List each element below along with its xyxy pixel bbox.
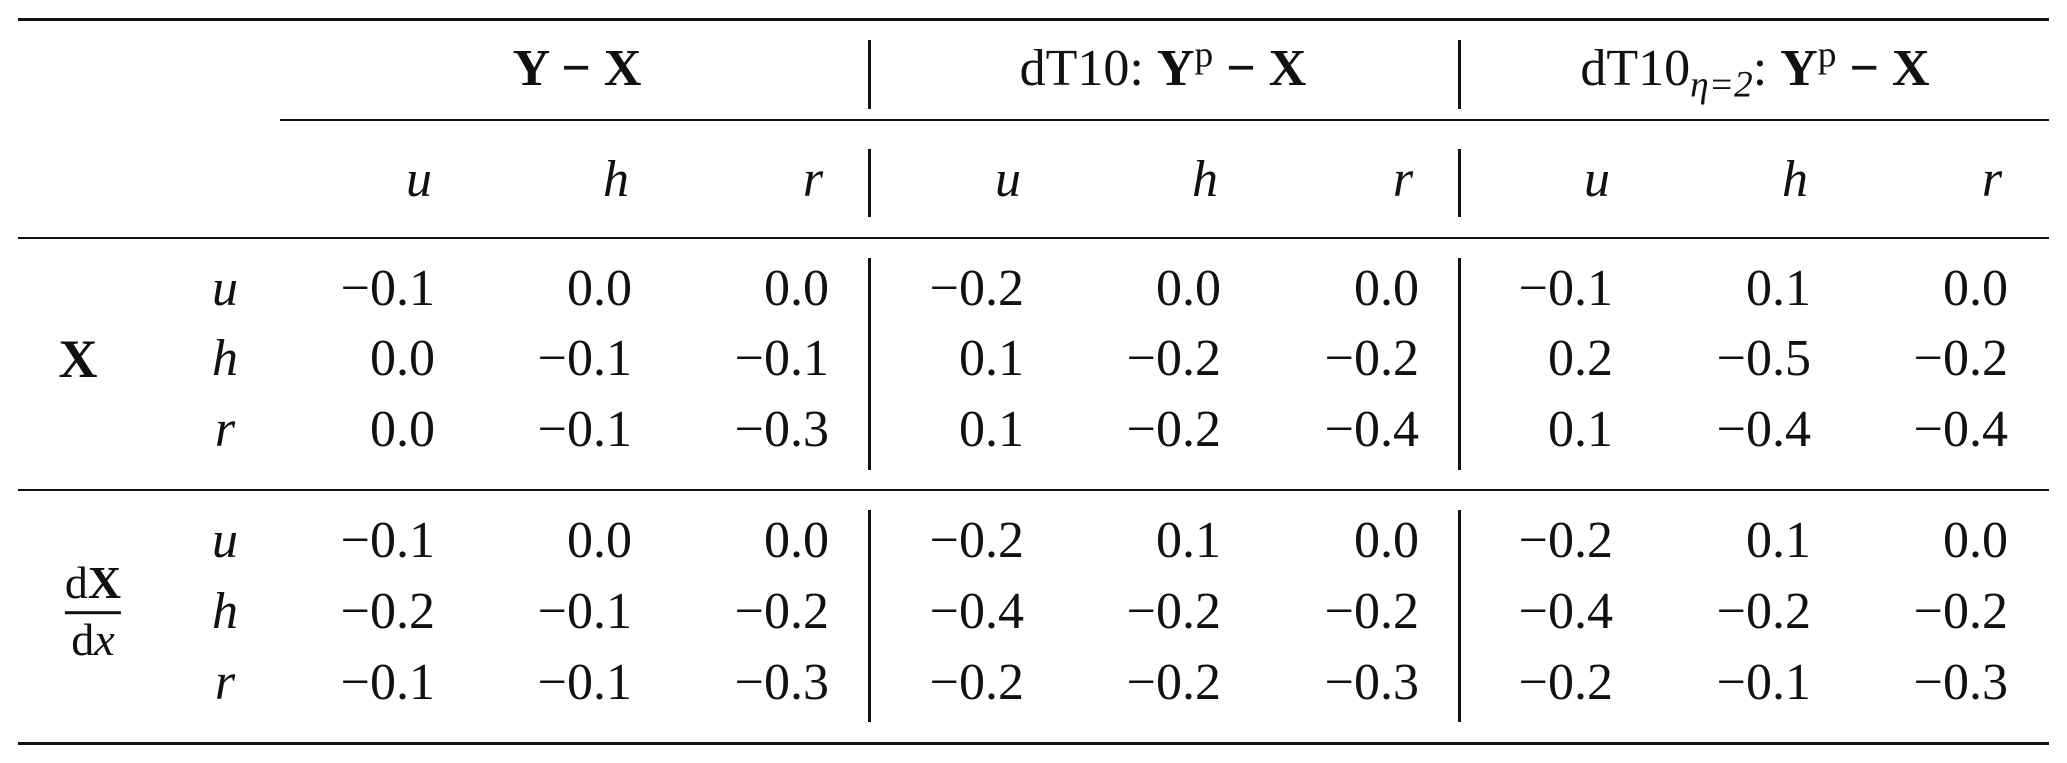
table-cell: −0.4 [1716,401,1811,458]
row-var-label: h [212,583,238,640]
table-cell: −0.1 [1716,654,1811,711]
group-header-dt10-eta2: dT10η=2: Yp − X [1580,34,1930,106]
section-label-x: X [58,329,98,389]
table-cell: 0.1 [1548,401,1613,458]
table-cell: −0.2 [1126,330,1221,387]
bottom-rule [18,742,2049,745]
separator-1 [868,510,871,722]
table-cell: −0.5 [1716,330,1811,387]
table-cell: −0.3 [1324,654,1419,711]
separator-2 [1458,510,1461,722]
table-cell: −0.4 [1518,583,1613,640]
separator-2 [1458,149,1461,217]
section-label-dx-dx: dX dx [64,557,122,666]
row-var-label: h [212,330,238,387]
table-cell: 0.1 [1746,512,1811,569]
separator-2 [1458,258,1461,470]
table-cell: −0.1 [537,654,632,711]
column-var-header: r [1981,151,2003,208]
top-rule [18,18,2049,21]
table-cell: 0.1 [1156,512,1221,569]
table-cell: −0.2 [1126,583,1221,640]
section-rule [18,489,2049,491]
table-cell: −0.1 [537,401,632,458]
table-cell: −0.2 [340,583,435,640]
column-var-header: h [1782,151,1808,208]
table-cell: −0.2 [1126,401,1221,458]
table-cell: −0.2 [1126,654,1221,711]
separator-2 [1458,40,1461,109]
table-cell: 0.1 [1746,260,1811,317]
table-cell: 0.0 [567,512,632,569]
table-cell: −0.4 [929,583,1024,640]
table-cell: −0.1 [340,260,435,317]
table-cell: −0.2 [1913,583,2008,640]
table-cell: 0.0 [1943,512,2008,569]
table-cell: 0.0 [1354,512,1419,569]
column-var-header: r [802,151,824,208]
group-header-dt10: dT10: Yp − X [1019,34,1307,97]
row-var-label: u [212,512,238,569]
table-cell: 0.0 [370,401,435,458]
table-cell: −0.1 [537,583,632,640]
table-cell: 0.0 [1943,260,2008,317]
separator-1 [868,40,871,109]
table-cell: 0.1 [959,330,1024,387]
separator-1 [868,149,871,217]
table-cell: −0.3 [1913,654,2008,711]
table-cell: 0.1 [959,401,1024,458]
row-var-label: r [214,654,236,711]
table-cell: −0.2 [929,260,1024,317]
table-cell: 0.0 [567,260,632,317]
table-cell: 0.0 [1354,260,1419,317]
column-var-header: u [1584,151,1610,208]
table-cell: −0.3 [734,654,829,711]
table-cell: −0.2 [929,512,1024,569]
table-cell: 0.2 [1548,330,1613,387]
table-cell: −0.4 [1913,401,2008,458]
table-cell: −0.1 [340,654,435,711]
group-rule [280,119,2049,121]
table-cell: −0.1 [537,330,632,387]
table-cell: 0.0 [764,260,829,317]
table-cell: −0.1 [734,330,829,387]
table-cell: −0.2 [1518,654,1613,711]
table-cell: −0.4 [1324,401,1419,458]
table-cell: −0.2 [1518,512,1613,569]
table-cell: 0.0 [370,330,435,387]
group-header-y-minus-x: Y − X [512,40,642,97]
table-cell: −0.2 [1913,330,2008,387]
table-cell: −0.2 [1324,330,1419,387]
fraction-bar [64,611,122,615]
table-cell: −0.1 [340,512,435,569]
table-cell: 0.0 [764,512,829,569]
column-var-header: r [1392,151,1414,208]
column-var-header: h [603,151,629,208]
table-cell: 0.0 [1156,260,1221,317]
row-var-label: r [214,401,236,458]
table-cell: −0.2 [929,654,1024,711]
header-rule [18,237,2049,239]
table-cell: −0.2 [1324,583,1419,640]
column-var-header: u [406,151,432,208]
table-cell: −0.2 [1716,583,1811,640]
column-var-header: h [1192,151,1218,208]
column-var-header: u [995,151,1021,208]
table-cell: −0.2 [734,583,829,640]
table-cell: −0.3 [734,401,829,458]
table-cell: −0.1 [1518,260,1613,317]
separator-1 [868,258,871,470]
row-var-label: u [212,260,238,317]
